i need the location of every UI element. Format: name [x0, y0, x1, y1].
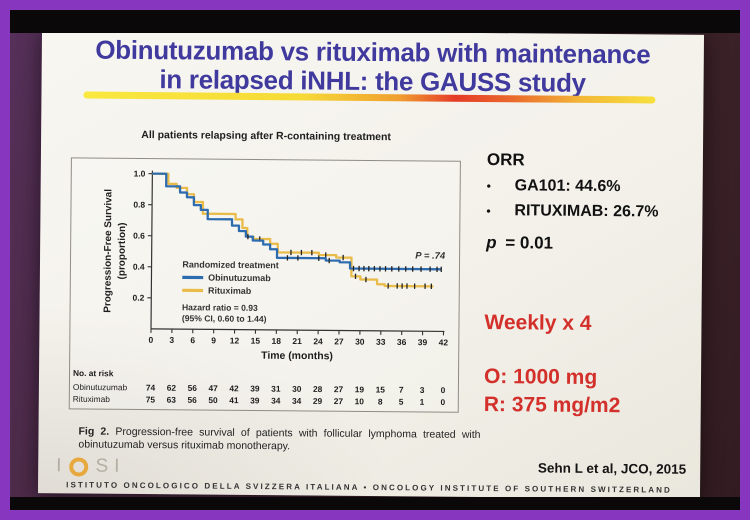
- orr-results-block: ORR • GA101: 44.6% • RITUXIMAB: 26.7%: [486, 150, 659, 221]
- x-tick-label: 24: [313, 336, 323, 346]
- y-tick-label: 1.0: [134, 168, 146, 178]
- risk-value: 10: [355, 396, 365, 406]
- orr-label: ORR: [486, 150, 525, 170]
- iosi-letter-i1: I: [56, 455, 68, 477]
- x-axis-title: Time (months): [261, 351, 333, 363]
- bullet-icon: •: [486, 179, 491, 194]
- risk-value: 19: [355, 384, 365, 394]
- risk-value: 75: [146, 394, 156, 404]
- x-tick-label: 9: [211, 335, 216, 345]
- x-tick-label: 30: [355, 337, 365, 347]
- iosi-logo: I S I: [56, 455, 125, 478]
- x-tick-label: 36: [397, 337, 407, 347]
- risk-value: 34: [271, 396, 281, 406]
- x-tick-label: 3: [169, 335, 174, 345]
- risk-value: 15: [376, 384, 386, 394]
- legend-label: Rituximab: [208, 286, 252, 296]
- figure-box: 1.0 0.8 0.6 0.4 0.2 0 3 6 9 12 15 18 21 24 27 30 33 36 39 4…: [68, 157, 461, 413]
- risk-value: 47: [208, 383, 218, 393]
- iosi-letter-s: S: [95, 455, 115, 477]
- risk-value: 7: [399, 385, 404, 395]
- screen-bottom-bezel: [10, 497, 740, 510]
- p-value: p = 0.01: [486, 233, 553, 254]
- figure-caption-text: Progression-free survival of patients wi…: [78, 425, 481, 453]
- risk-row-label: Rituximab: [73, 394, 111, 404]
- risk-value: 63: [167, 395, 177, 405]
- obinutuzumab-dose: O: 1000 mg: [483, 364, 598, 389]
- photo-background: Obinutuzumab vs rituximab with maintenan…: [10, 10, 740, 510]
- iosi-letter-i2: I: [114, 455, 126, 477]
- risk-row-label: Obinutuzumab: [73, 382, 128, 392]
- orr-ga101-value: GA101: 44.6%: [514, 177, 621, 196]
- y-axis-title-sub: (proportion): [117, 223, 128, 280]
- orr-rituximab-value: RITUXIMAB: 26.7%: [514, 202, 659, 221]
- y-tick-label: 0.4: [133, 262, 145, 272]
- p-value-symbol: p: [486, 233, 497, 253]
- y-tick-label: 0.2: [133, 293, 145, 303]
- risk-value: 74: [146, 382, 156, 392]
- x-tick-label: 42: [439, 337, 449, 347]
- y-tick-label: 0.6: [133, 231, 145, 241]
- risk-value: 0: [441, 385, 446, 395]
- orr-bullet-rituximab: • RITUXIMAB: 26.7%: [486, 202, 658, 222]
- screen-top-bezel: [10, 10, 740, 33]
- x-tick-label: 0: [149, 335, 154, 345]
- institute-footer-line: ISTITUTO ONCOLOGICO DELLA SVIZZERA ITALI…: [66, 480, 672, 495]
- p-annotation: P = .74: [415, 251, 446, 262]
- figure-header: All patients relapsing after R-containin…: [141, 128, 392, 144]
- figure-caption-label: Fig 2.: [78, 425, 110, 438]
- x-tick-label: 15: [251, 336, 261, 346]
- x-tick-label: 12: [230, 335, 240, 345]
- dose-block: O: 1000 mg R: 375 mg/m2: [484, 363, 621, 420]
- hazard-ratio-ci: (95% CI, 0.60 to 1.44): [182, 313, 267, 324]
- risk-value: 3: [420, 385, 425, 395]
- x-tick-label: 39: [418, 337, 428, 347]
- risk-value: 34: [292, 396, 302, 406]
- risk-value: 27: [334, 396, 344, 406]
- risk-value: 8: [378, 396, 383, 406]
- risk-value: 62: [167, 383, 177, 393]
- risk-value: 42: [229, 383, 239, 393]
- hazard-ratio-note: Hazard ratio = 0.93: [182, 302, 258, 313]
- risk-value: 1: [420, 397, 425, 407]
- x-tick-label: 18: [272, 336, 282, 346]
- x-tick-label: 21: [292, 336, 302, 346]
- presentation-slide: Obinutuzumab vs rituximab with maintenan…: [37, 29, 705, 499]
- risk-value: 27: [334, 384, 344, 394]
- y-tick-label: 0.8: [133, 200, 145, 210]
- bullet-icon: •: [486, 204, 491, 219]
- km-chart-svg: 1.00.80.60.40.20 3 6 9 12 15 18 21 24 27 30 33 36 39 4…: [73, 168, 449, 407]
- risk-value: 39: [250, 383, 260, 393]
- y-axis: [150, 170, 153, 329]
- km-curve-obinutuzumab: [152, 172, 442, 271]
- risk-value: 31: [271, 384, 281, 394]
- risk-value: 50: [208, 395, 218, 405]
- risk-value: 41: [229, 395, 239, 405]
- dosing-schedule: Weekly x 4: [484, 310, 592, 335]
- risk-value: 56: [187, 395, 197, 405]
- legend-label: Obinutuzumab: [208, 273, 271, 284]
- y-axis-title: Progression-Free Survival: [102, 189, 114, 313]
- figure-caption: Fig 2. Progression-free survival of pati…: [78, 425, 480, 455]
- reference-citation: Sehn L et al, JCO, 2015: [537, 460, 687, 477]
- risk-value: 30: [292, 384, 302, 394]
- risk-value: 5: [399, 397, 404, 407]
- risk-value: 56: [188, 383, 198, 393]
- risk-table-header: No. at risk: [73, 368, 114, 378]
- slide-title: Obinutuzumab vs rituximab with maintenan…: [53, 35, 691, 98]
- risk-value: 39: [250, 395, 260, 405]
- legend-title: Randomized treatment: [182, 259, 278, 270]
- x-tick-label: 33: [376, 337, 386, 347]
- risk-value: 29: [313, 396, 323, 406]
- rituximab-dose: R: 375 mg/m2: [483, 392, 621, 417]
- p-value-number: = 0.01: [505, 233, 554, 253]
- risk-value: 0: [441, 397, 446, 407]
- iosi-ring-icon: [69, 456, 89, 477]
- risk-value: 28: [313, 384, 323, 394]
- orr-bullet-ga101: • GA101: 44.6%: [487, 177, 659, 197]
- x-tick-label: 27: [334, 336, 344, 346]
- slide-title-line1: Obinutuzumab vs rituximab with maintenan…: [95, 34, 651, 70]
- x-tick-label: 6: [190, 335, 195, 345]
